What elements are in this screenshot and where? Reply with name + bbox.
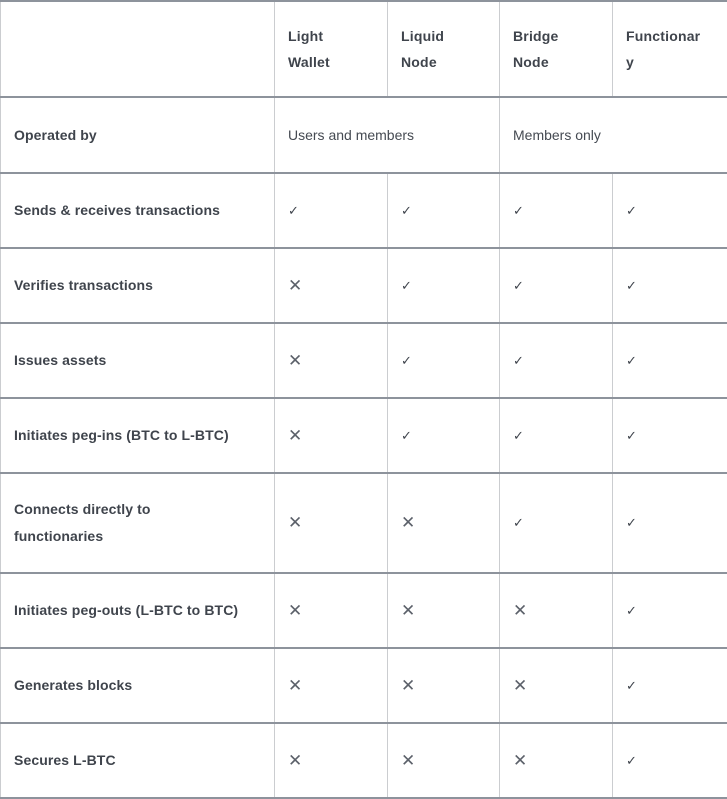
row-label: Secures L-BTC bbox=[1, 723, 275, 798]
cross-mark-icon: ✕ bbox=[388, 573, 500, 648]
row-verifies-transactions: Verifies transactions ✕ ✓ ✓ ✓ bbox=[1, 248, 727, 323]
check-mark-icon: ✓ bbox=[613, 723, 727, 798]
row-initiates-peg-outs: Initiates peg-outs (L-BTC to BTC) ✕ ✕ ✕ … bbox=[1, 573, 727, 648]
cross-mark-icon: ✕ bbox=[275, 398, 388, 473]
row-label: Generates blocks bbox=[1, 648, 275, 723]
check-mark-icon: ✓ bbox=[613, 573, 727, 648]
operated-by-users-and-members: Users and members bbox=[275, 97, 500, 173]
check-mark-icon: ✓ bbox=[388, 398, 500, 473]
check-mark-icon: ✓ bbox=[500, 323, 613, 398]
check-mark-icon: ✓ bbox=[388, 173, 500, 248]
row-generates-blocks: Generates blocks ✕ ✕ ✕ ✓ bbox=[1, 648, 727, 723]
header-row: Light Wallet Liquid Node Bridge Node Fun… bbox=[1, 1, 727, 97]
column-header-functionary: Functionar y bbox=[613, 1, 727, 97]
check-mark-icon: ✓ bbox=[275, 173, 388, 248]
row-label: Issues assets bbox=[1, 323, 275, 398]
row-sends-receives-transactions: Sends & receives transactions ✓ ✓ ✓ ✓ bbox=[1, 173, 727, 248]
cross-mark-icon: ✕ bbox=[275, 323, 388, 398]
cross-mark-icon: ✕ bbox=[388, 648, 500, 723]
cross-mark-icon: ✕ bbox=[275, 248, 388, 323]
cross-mark-icon: ✕ bbox=[388, 473, 500, 573]
cross-mark-icon: ✕ bbox=[500, 648, 613, 723]
row-connects-directly-to-functionaries: Connects directly to functionaries ✕ ✕ ✓… bbox=[1, 473, 727, 573]
row-initiates-peg-ins: Initiates peg-ins (BTC to L-BTC) ✕ ✓ ✓ ✓ bbox=[1, 398, 727, 473]
row-label: Sends & receives transactions bbox=[1, 173, 275, 248]
column-header-light-wallet: Light Wallet bbox=[275, 1, 388, 97]
check-mark-icon: ✓ bbox=[500, 248, 613, 323]
cross-mark-icon: ✕ bbox=[500, 573, 613, 648]
cross-mark-icon: ✕ bbox=[500, 723, 613, 798]
check-mark-icon: ✓ bbox=[388, 323, 500, 398]
cross-mark-icon: ✕ bbox=[275, 473, 388, 573]
row-label: Connects directly to functionaries bbox=[1, 473, 275, 573]
column-header-bridge-node: Bridge Node bbox=[500, 1, 613, 97]
check-mark-icon: ✓ bbox=[388, 248, 500, 323]
check-mark-icon: ✓ bbox=[613, 398, 727, 473]
operated-by-members-only: Members only bbox=[500, 97, 727, 173]
check-mark-icon: ✓ bbox=[500, 473, 613, 573]
check-mark-icon: ✓ bbox=[500, 173, 613, 248]
check-mark-icon: ✓ bbox=[613, 323, 727, 398]
corner-cell bbox=[1, 1, 275, 97]
check-mark-icon: ✓ bbox=[613, 473, 727, 573]
cross-mark-icon: ✕ bbox=[275, 573, 388, 648]
cross-mark-icon: ✕ bbox=[275, 723, 388, 798]
row-operated-by: Operated by Users and members Members on… bbox=[1, 97, 727, 173]
cross-mark-icon: ✕ bbox=[275, 648, 388, 723]
row-label: Verifies transactions bbox=[1, 248, 275, 323]
cross-mark-icon: ✕ bbox=[388, 723, 500, 798]
check-mark-icon: ✓ bbox=[613, 648, 727, 723]
row-issues-assets: Issues assets ✕ ✓ ✓ ✓ bbox=[1, 323, 727, 398]
row-label: Initiates peg-outs (L-BTC to BTC) bbox=[1, 573, 275, 648]
check-mark-icon: ✓ bbox=[613, 248, 727, 323]
check-mark-icon: ✓ bbox=[613, 173, 727, 248]
row-label: Operated by bbox=[1, 97, 275, 173]
row-secures-l-btc: Secures L-BTC ✕ ✕ ✕ ✓ bbox=[1, 723, 727, 798]
check-mark-icon: ✓ bbox=[500, 398, 613, 473]
column-header-liquid-node: Liquid Node bbox=[388, 1, 500, 97]
row-label: Initiates peg-ins (BTC to L-BTC) bbox=[1, 398, 275, 473]
